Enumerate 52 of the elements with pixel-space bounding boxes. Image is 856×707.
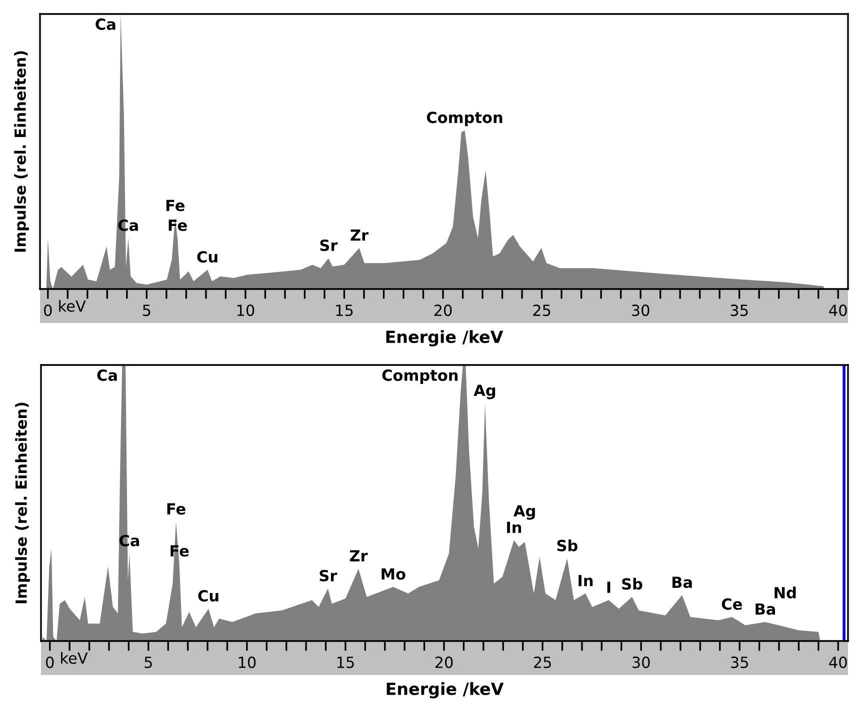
annotation: Compton (382, 369, 458, 384)
annotation: Cu (198, 590, 218, 602)
x-tick-label: 35 (731, 656, 748, 668)
x-tick-label: 35 (730, 304, 748, 316)
annotation: Sb (622, 578, 642, 590)
annotation: Compton (426, 112, 502, 126)
annotation: Ag (514, 505, 535, 520)
annotation: Ca (119, 534, 140, 546)
annotation: Ag (474, 384, 496, 400)
x-tick-label: 30 (632, 304, 650, 316)
y-axis-title: Impulse (rel. Einheiten) (14, 51, 29, 252)
annotation: Fe (167, 503, 186, 515)
annotation: Sr (320, 570, 338, 582)
x-tick-label: 15 (337, 656, 354, 668)
annotation: Cu (197, 251, 218, 263)
annotation: Nd (774, 586, 796, 598)
annotation: Fe (170, 545, 189, 557)
x-tick-label: 20 (435, 656, 453, 668)
x-tick-label: 40 (829, 304, 847, 316)
x-axis-title: Energie /keV (386, 682, 504, 698)
annotation: Sb (557, 540, 578, 552)
x-tick-label: 20 (434, 304, 452, 316)
annotation: Ce (722, 598, 742, 610)
x-tick-label: 5 (144, 656, 152, 668)
y-axis-title: Impulse (rel. Einheiten) (15, 402, 30, 604)
x-tick-label: 25 (533, 304, 550, 316)
x-tick-label: 30 (632, 656, 650, 668)
x-tick-label: 25 (534, 656, 551, 668)
text: keV (61, 652, 88, 664)
annotation: Ba (756, 603, 776, 615)
text: keV (59, 300, 86, 312)
annotation: Ca (96, 18, 116, 30)
annotation: Sr (320, 240, 338, 252)
annotation: Ca (118, 219, 138, 231)
annotation: Ba (672, 576, 692, 588)
annotation: Fe (166, 200, 184, 212)
annotation: In (507, 522, 522, 533)
annotation: Zr (350, 550, 368, 562)
x-tick-label: 40 (829, 656, 847, 668)
annotation: I (607, 582, 610, 593)
x-tick-label: 10 (238, 656, 256, 668)
x-tick-label: 0 (46, 656, 54, 668)
annotation: Ca (97, 369, 117, 381)
annotation: Zr (350, 230, 369, 241)
annotation: Mo (382, 568, 406, 580)
annotation: Fe (168, 220, 187, 231)
x-tick-label: 0 (44, 304, 52, 316)
x-axis-title: Energie /keV (386, 330, 504, 346)
x-tick-label: 10 (237, 304, 254, 316)
x-tick-label: 15 (336, 304, 353, 316)
annotation: In (578, 575, 593, 586)
x-tick-label: 5 (143, 304, 150, 316)
